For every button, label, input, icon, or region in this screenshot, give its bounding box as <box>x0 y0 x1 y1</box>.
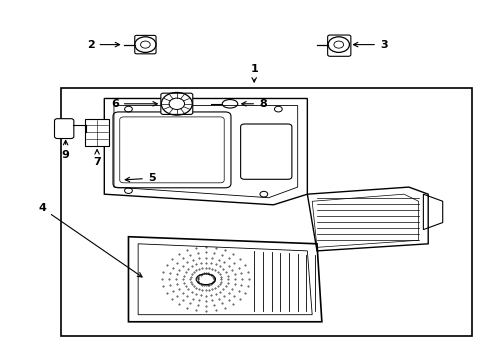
Text: 1: 1 <box>250 64 258 82</box>
Text: 9: 9 <box>61 140 69 160</box>
FancyBboxPatch shape <box>85 120 108 146</box>
Bar <box>61 88 471 336</box>
Text: 7: 7 <box>93 150 101 167</box>
FancyBboxPatch shape <box>54 119 74 139</box>
Text: 2: 2 <box>87 40 120 50</box>
Text: 4: 4 <box>39 203 142 277</box>
Text: 6: 6 <box>111 99 157 109</box>
Text: 8: 8 <box>241 99 266 109</box>
FancyBboxPatch shape <box>135 35 156 54</box>
FancyBboxPatch shape <box>161 93 192 114</box>
Text: 5: 5 <box>125 173 155 183</box>
Text: 3: 3 <box>353 40 386 50</box>
FancyBboxPatch shape <box>327 35 350 56</box>
